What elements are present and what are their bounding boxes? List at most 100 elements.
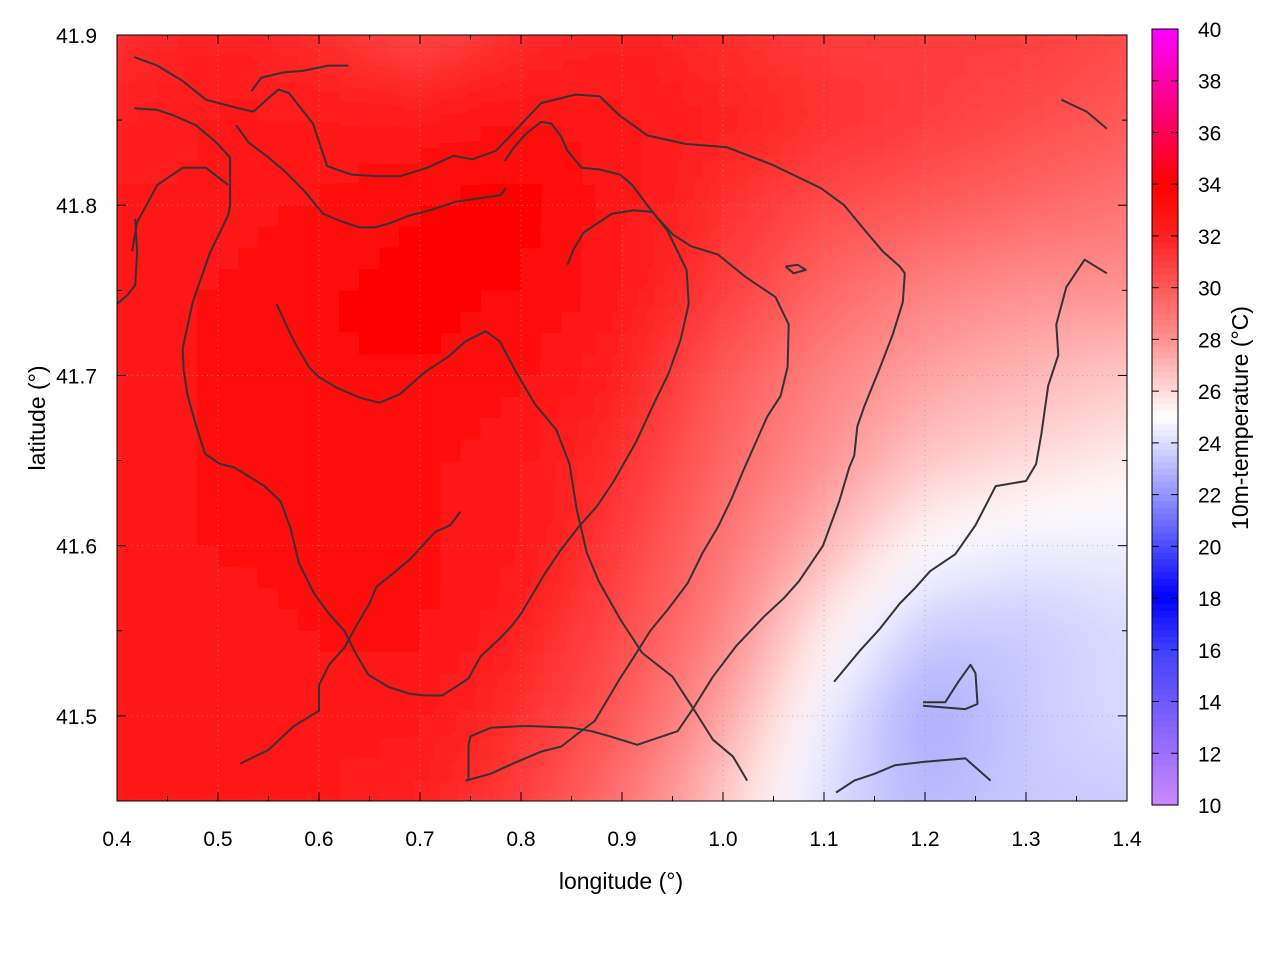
heat-cell [1127, 524, 1148, 546]
heat-cell [723, 396, 744, 419]
colorbar-strip [1152, 481, 1178, 489]
heat-cell [945, 247, 967, 270]
heat-cell [844, 375, 866, 398]
contour-line [1060, 98, 1108, 130]
heat-cell [77, 673, 98, 695]
heat-cell [763, 439, 785, 462]
heat-cell [743, 183, 765, 207]
heat-cell [258, 290, 280, 313]
heat-cell [1046, 120, 1068, 143]
heat-cell [117, 98, 118, 121]
heat-cell [783, 247, 805, 270]
heat-cell [500, 162, 522, 185]
heat-cell [379, 715, 401, 738]
heat-cell [298, 98, 320, 121]
heat-cell [581, 630, 603, 653]
heat-cell [177, 375, 199, 398]
heat-cell [581, 673, 603, 696]
heat-cell [945, 162, 967, 185]
heat-cell [157, 35, 179, 58]
heat-cell [1087, 801, 1108, 823]
heat-cell [298, 460, 320, 483]
heat-cell [783, 588, 805, 611]
heat-cell [985, 758, 1007, 781]
heat-cell [682, 56, 704, 79]
heat-cell [177, 737, 199, 760]
heat-cell [440, 460, 462, 483]
heat-cell [521, 694, 542, 717]
heat-cell [1066, 290, 1088, 313]
heat-cell [1066, 801, 1087, 823]
heat-cell [177, 758, 199, 781]
heat-cell [137, 630, 159, 653]
heat-cell [500, 779, 522, 801]
heat-cell [359, 418, 381, 441]
heat-cell [197, 56, 219, 79]
heat-cell [1046, 269, 1068, 292]
heat-cell [137, 481, 159, 504]
heat-cell [763, 779, 785, 801]
heat-cell [965, 801, 986, 823]
heat-cell [784, 0, 805, 15]
heat-cell [642, 503, 664, 526]
heat-cell [399, 332, 421, 355]
heat-cell [904, 311, 926, 334]
heat-cell [985, 77, 1007, 100]
heat-cell [824, 396, 845, 419]
heat-cell [399, 737, 421, 760]
heat-cell [884, 758, 906, 781]
heat-cell [1106, 247, 1127, 270]
heat-cell [521, 609, 542, 632]
heat-cell [117, 332, 138, 355]
heat-cell [1046, 77, 1068, 100]
colorbar-tick-label: 40 [1198, 19, 1221, 42]
heat-cell [1046, 98, 1068, 121]
heat-cell [1005, 35, 1027, 58]
heat-cell [1005, 269, 1027, 292]
heat-cell [965, 545, 987, 568]
colorbar-strip [1152, 656, 1178, 664]
heat-cell [1086, 35, 1108, 36]
heat-cell [985, 673, 1007, 696]
heat-cell [925, 56, 946, 79]
heat-cell [1066, 588, 1088, 611]
heat-cell [682, 35, 704, 36]
colorbar-strip [1152, 455, 1178, 463]
heat-cell [77, 78, 98, 100]
heat-cell [339, 35, 361, 58]
heat-cell [460, 354, 482, 377]
heat-cell [480, 396, 502, 419]
heat-cell [1127, 141, 1148, 163]
heat-cell [359, 588, 381, 611]
heat-cell [359, 98, 381, 121]
heat-cell [177, 354, 199, 377]
heat-cell [945, 758, 967, 781]
heat-cell [1066, 183, 1088, 207]
heat-cell [1046, 524, 1068, 547]
heat-cell [904, 205, 926, 228]
heat-cell [500, 332, 522, 355]
heat-cell [157, 673, 179, 696]
heat-cell [945, 0, 966, 15]
heat-cell [298, 737, 320, 760]
heat-cell [803, 566, 825, 590]
heat-cell [1066, 375, 1088, 398]
heat-cell [803, 439, 825, 462]
heat-cell [662, 524, 684, 547]
heat-cell [844, 715, 866, 738]
heat-cell [561, 588, 583, 611]
heat-cell [1005, 162, 1027, 185]
heat-cell [783, 779, 805, 801]
heat-cell [521, 779, 542, 801]
heat-cell [702, 779, 724, 801]
heat-cell [238, 205, 260, 228]
heat-cell [258, 120, 280, 143]
colorbar-strip [1152, 365, 1178, 373]
heat-cell [380, 0, 401, 15]
heat-cell [339, 801, 360, 823]
heat-cell [137, 332, 159, 355]
heat-cell [521, 311, 542, 334]
heat-cell [339, 694, 361, 717]
heat-cell [97, 0, 118, 15]
heat-cell [803, 226, 825, 249]
